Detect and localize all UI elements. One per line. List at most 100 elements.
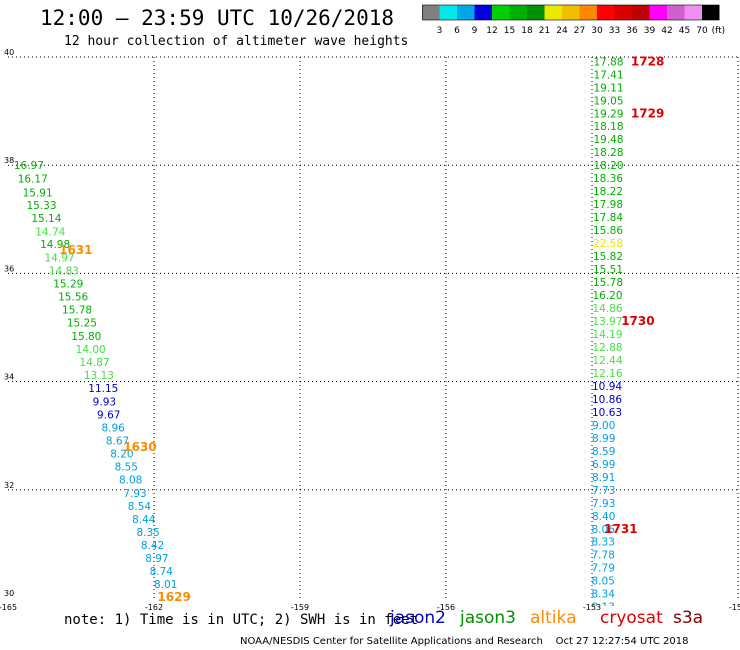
data-point-swh: 17.41 [593,69,623,81]
data-point-swh: 15.56 [58,292,88,304]
y-tick-label: 36 [4,264,14,273]
data-point-swh: 8.33 [592,537,615,549]
x-tick-label: -162 [145,603,163,612]
color-scale-swatch [457,5,475,20]
color-scale-swatch [562,5,580,20]
data-point-swh: 8.34 [592,589,616,601]
color-scale-swatch [632,5,650,20]
data-point-swh: 9.67 [97,410,120,422]
data-point-swh: 8.06 [592,524,616,536]
color-scale-label: 12 [486,26,497,36]
color-scale-swatch [579,5,597,20]
color-scale-swatch [684,5,702,20]
data-point-swh: 15.91 [23,187,53,199]
color-scale-legend: 3 6 9 12 15 18 21 24 27 30 33 36 39 42 45 70 (ft) [422,4,726,36]
color-scale-swatch [422,5,440,20]
data-point-swh: 8.01 [154,579,177,591]
color-scale-label: 18 [521,26,533,36]
data-point-swh: 14.74 [35,227,65,239]
data-point-swh: 16.97 [14,160,44,172]
data-point-swh: 15.78 [593,277,623,289]
data-point-swh: 8.20 [110,449,133,461]
data-point-swh: 14.83 [49,266,79,278]
data-point-swh: 15.51 [593,264,623,276]
data-point-swh: 8.40 [592,511,615,523]
data-point-swh: 8.08 [119,475,142,487]
footer-timestamp: Oct 27 12:27:54 UTC 2018 [555,636,689,647]
color-scale-swatch [702,5,720,20]
y-tick-label: 32 [4,481,14,490]
time-label: 1731 [604,522,637,536]
y-tick-label: 34 [4,373,14,382]
data-point-swh: 7.93 [123,488,146,500]
data-point-swh: 14.00 [76,344,106,356]
data-point-swh: 14.19 [592,329,622,341]
data-point-swh: 8.05 [592,576,615,588]
color-scale-label: 21 [539,26,550,36]
data-point-swh: 14.87 [80,357,110,369]
x-tick-label: -159 [291,603,309,612]
data-point-swh: 10.94 [592,381,622,393]
data-point-swh: 8.55 [115,462,138,474]
data-point-swh: 8.91 [592,472,615,484]
data-point-swh: 8.13 [592,602,615,614]
data-point-swh: 8.59 [592,446,615,458]
data-point-swh: 15.14 [31,213,61,225]
data-point-swh: 22.58 [593,238,623,250]
data-point-swh: 15.29 [53,279,83,291]
color-scale-swatch [439,5,457,20]
color-scale-label: 39 [644,26,656,36]
color-scale-label: 30 [591,26,603,36]
data-point-swh: 9.93 [93,397,116,409]
data-point-swh: 8.67 [106,436,129,448]
time-label: 1630 [123,440,156,454]
data-point-swh: 8.54 [128,501,152,513]
data-point-swh: 15.78 [62,305,92,317]
data-point-swh: 8.74 [150,566,174,578]
data-point-swh: 19.48 [593,134,623,146]
color-scale-label: 33 [609,26,620,36]
y-tick-label: 38 [4,156,14,165]
data-point-swh: 19.29 [593,108,623,120]
y-tick-label: 40 [4,48,14,57]
time-label: 1728 [631,54,664,68]
data-point-swh: 19.05 [593,95,623,107]
legend-satellite-jason3: jason3 [460,608,516,628]
data-point-swh: 15.82 [593,251,623,263]
data-point-swh: 9.00 [592,420,615,432]
data-point-swh: 17.88 [593,56,623,68]
data-point-swh: 18.18 [593,121,623,133]
x-tick-label: -165 [0,603,17,612]
data-point-swh: 17.98 [593,199,623,211]
legend-satellite-cryosat: cryosat [600,608,663,628]
x-tick-label: -153 [583,603,601,612]
data-point-swh: 15.80 [71,331,101,343]
data-point-swh: 8.97 [145,553,168,565]
y-tick-label: 30 [4,589,14,598]
color-scale-unit: (ft) [712,26,726,36]
color-scale-label: 6 [454,26,460,36]
color-scale-swatch [509,5,527,20]
data-point-swh: 14.86 [592,303,622,315]
color-scale-label: 15 [504,26,515,36]
color-scale-label: 45 [679,26,690,36]
data-point-swh: 12.44 [592,355,622,367]
color-scale-swatch [614,5,632,20]
color-scale-label: 27 [574,26,585,36]
data-point-swh: 12.88 [592,342,622,354]
data-point-swh: 14.98 [40,239,70,251]
data-point-swh: 8.35 [136,527,159,539]
footer: NOAA/NESDIS Center for Satellite Applica… [240,636,689,647]
footer-source: NOAA/NESDIS Center for Satellite Applica… [240,636,543,647]
legend-satellite-jason2: jason2 [390,608,446,628]
color-scale-label: 9 [472,26,478,36]
legend-note: note: 1) Time is in UTC; 2) SWH is in fe… [64,612,419,628]
data-point-swh: 13.97 [592,316,622,328]
data-point-swh: 19.11 [593,82,623,94]
data-point-swh: 15.86 [593,225,623,237]
data-point-swh: 8.96 [101,423,125,435]
data-point-swh: 11.15 [88,383,118,395]
